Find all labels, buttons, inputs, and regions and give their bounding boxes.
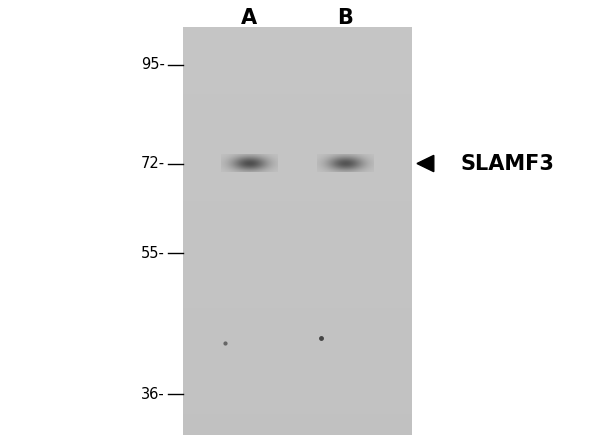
Text: 95-: 95-: [141, 57, 165, 73]
Text: B: B: [337, 8, 353, 28]
Text: A: A: [241, 8, 257, 28]
Text: 72-: 72-: [141, 156, 165, 171]
Polygon shape: [417, 155, 434, 172]
Text: SLAMF3: SLAMF3: [461, 154, 554, 173]
Text: 55-: 55-: [141, 246, 165, 261]
Text: 36-: 36-: [141, 387, 165, 402]
